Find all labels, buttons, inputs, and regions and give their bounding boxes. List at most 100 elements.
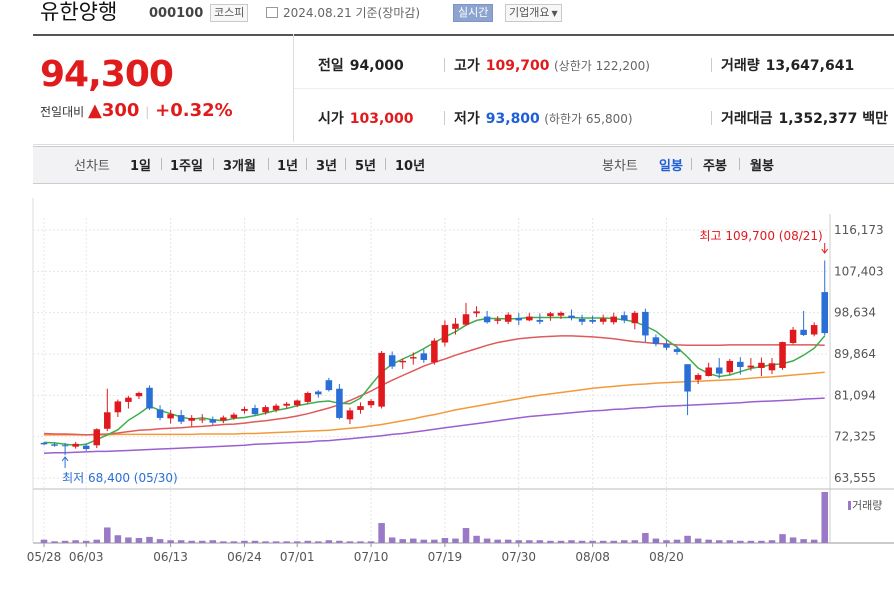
low-arrow-icon	[61, 456, 69, 468]
candle	[504, 312, 512, 325]
candle-body	[198, 419, 206, 421]
period-1w[interactable]: 1주일	[170, 159, 203, 174]
candle-weekly[interactable]: 주봉	[703, 159, 727, 174]
candle-body	[673, 349, 681, 352]
candle	[568, 309, 575, 321]
period-5y[interactable]: 5년	[355, 159, 377, 174]
volume-bar	[610, 540, 617, 543]
candle-monthly[interactable]: 월봉	[750, 159, 774, 174]
candle	[188, 415, 195, 427]
volume-bar	[114, 535, 122, 543]
candle	[61, 442, 69, 456]
volume-bar	[357, 541, 364, 543]
volume-bar	[283, 541, 290, 543]
period-1d[interactable]: 1일	[130, 159, 152, 174]
company-info-label: 기업개요	[509, 6, 550, 19]
candle-body	[526, 316, 533, 321]
realtime-button[interactable]: 실시간	[453, 4, 494, 22]
x-tick-label: 06/13	[153, 550, 188, 564]
volume-bar	[642, 533, 649, 543]
company-info-button[interactable]: 기업개요 ▼	[505, 4, 562, 22]
volume-bar	[694, 538, 702, 543]
divider	[306, 158, 307, 170]
candle-body	[156, 409, 164, 418]
candle	[156, 405, 164, 421]
candle-body	[800, 329, 807, 335]
volume-legend-swatch	[848, 501, 851, 510]
volume-bar	[494, 539, 501, 543]
candle-body	[557, 312, 565, 316]
candle-daily[interactable]: 일봉	[659, 159, 683, 174]
candle-body	[462, 314, 470, 325]
y-tick-label: 63,555	[834, 471, 876, 485]
x-tick-label: 06/24	[227, 550, 262, 564]
volume-bar	[230, 541, 238, 543]
period-10y[interactable]: 10년	[395, 159, 426, 174]
candle-body	[715, 367, 723, 374]
candle-body	[304, 392, 312, 402]
candle-body	[758, 362, 765, 368]
change-label: 전일대비	[40, 105, 85, 119]
candle	[272, 403, 280, 413]
candle	[177, 409, 185, 425]
candle	[230, 412, 238, 420]
high-price: 고가 109,700 (상한가 122,200)	[454, 55, 650, 75]
candle-body	[283, 403, 290, 406]
candle	[72, 441, 79, 449]
candle	[283, 401, 290, 409]
candle-body	[315, 391, 322, 395]
candle-body	[336, 388, 343, 418]
candle-body	[694, 375, 702, 380]
low-value: 93,800	[485, 111, 540, 127]
x-tick-label: 06/03	[69, 550, 104, 564]
candle	[726, 359, 734, 375]
candle	[515, 312, 523, 326]
candle-body	[737, 361, 744, 368]
candle-body	[789, 329, 797, 343]
candle-body	[293, 400, 301, 406]
divider	[268, 158, 269, 170]
volume-bar	[315, 541, 322, 543]
candle	[378, 351, 385, 409]
candle	[315, 390, 322, 398]
volume-bar	[800, 539, 807, 543]
open-label: 시가	[318, 111, 344, 127]
candle-body	[483, 316, 491, 323]
volume-bar	[399, 539, 406, 543]
candle	[821, 260, 828, 336]
candle	[441, 320, 449, 347]
high-annotation: 최고 109,700 (08/21)	[699, 229, 822, 243]
period-3y[interactable]: 3년	[316, 159, 338, 174]
volume-bar	[810, 539, 818, 543]
volume-bar	[146, 536, 153, 543]
period-1y[interactable]: 1년	[277, 159, 299, 174]
volume-bar	[473, 535, 480, 543]
candle-body	[220, 417, 227, 421]
candle-body	[146, 387, 153, 409]
candle-body	[177, 415, 185, 422]
candle	[198, 414, 206, 424]
trade-amount: 거래대금 1,352,377 백만	[721, 108, 888, 128]
volume-bar	[61, 540, 69, 543]
divider	[739, 158, 740, 170]
change-row: 전일대비 ▲300 | +0.32%	[40, 100, 233, 121]
volume-bar	[789, 537, 797, 543]
volume-bar	[125, 537, 132, 543]
candle	[346, 407, 354, 425]
volume-bar	[578, 540, 586, 543]
x-tick-label: 05/28	[27, 550, 62, 564]
candle	[304, 391, 312, 404]
divider	[385, 158, 386, 170]
candle-body	[72, 443, 79, 447]
candle-body	[589, 319, 596, 322]
candle	[462, 302, 470, 327]
period-3m[interactable]: 3개월	[223, 159, 256, 174]
candle-body	[631, 312, 639, 324]
candle-body	[663, 343, 670, 348]
volume-value: 13,647,641	[765, 58, 855, 74]
volume-bar	[599, 540, 607, 543]
volume-bar	[104, 527, 111, 543]
prev-close-label: 전일	[318, 58, 344, 74]
volume-bar	[504, 539, 512, 543]
